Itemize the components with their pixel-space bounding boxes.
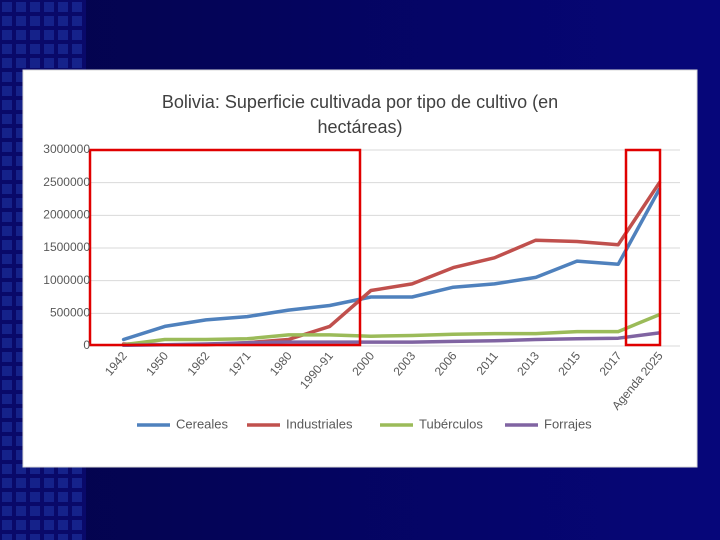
highlight-box [88,148,362,347]
y-tick-label: 1500000 [43,240,90,254]
highlight-boxes [88,148,662,347]
legend-label: Forrajes [544,416,592,431]
chart-title: Bolivia: Superficie cultivada por tipo d… [162,92,558,137]
y-tick-label: 500000 [50,306,90,320]
y-tick-label: 2000000 [43,208,90,222]
y-tick-label: 1000000 [43,273,90,287]
series-line [121,312,662,347]
legend-label: Cereales [176,416,229,431]
y-tick-label: 3000000 [43,142,90,156]
y-tick-label: 0 [83,338,90,352]
highlight-box [624,148,662,347]
series-line [121,187,662,342]
legend-label: Industriales [286,416,353,431]
legend-label: Tubérculos [419,416,483,431]
y-tick-label: 2500000 [43,175,90,189]
